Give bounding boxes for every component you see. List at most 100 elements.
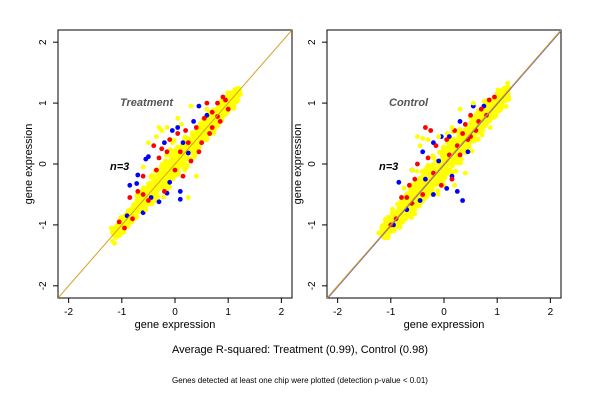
data-point-blue — [481, 103, 487, 109]
data-point-blue — [460, 198, 465, 203]
data-point-yellow-core — [215, 105, 221, 111]
data-point-red — [162, 189, 167, 194]
data-point-yellow-core — [409, 215, 414, 220]
x-tick-label: 2 — [279, 307, 285, 318]
data-point-yellow-core — [126, 222, 131, 228]
data-point-yellow-core — [170, 160, 176, 166]
data-point-red — [116, 219, 122, 225]
data-point-yellow-core — [503, 104, 509, 109]
data-point-yellow-core — [230, 101, 236, 107]
plot-area — [58, 30, 292, 298]
data-point-red — [164, 149, 170, 155]
data-point-yellow — [417, 143, 423, 149]
reference-line — [58, 30, 292, 298]
data-point-yellow-core — [168, 147, 173, 153]
x-axis-label: gene expression — [135, 319, 216, 331]
data-point-blue — [444, 186, 450, 191]
data-point-red — [425, 155, 431, 161]
sample-count: n=3 — [379, 161, 398, 173]
data-point-yellow-core — [487, 125, 493, 130]
data-point-yellow-core — [452, 159, 458, 165]
data-point-yellow-core — [414, 168, 420, 174]
data-point-red — [209, 109, 215, 115]
data-point-yellow-core — [446, 145, 452, 150]
data-point-red — [140, 173, 146, 179]
data-point-yellow — [415, 134, 420, 140]
data-point-yellow — [185, 195, 191, 200]
panel-label: Treatment — [120, 97, 174, 109]
data-point-yellow — [452, 182, 457, 188]
data-point-yellow — [159, 128, 165, 133]
data-point-red — [151, 143, 157, 149]
panel-treatment: -2 -1 0 1 2 -2 -1 0 1 2 gene expression gene expres… — [23, 29, 293, 331]
data-point-yellow-core — [429, 182, 435, 188]
data-point-yellow-core — [135, 207, 141, 213]
data-point-yellow-core — [480, 128, 485, 134]
y-axis-label: gene expression — [23, 124, 35, 205]
data-point-yellow-core — [177, 159, 183, 165]
data-point-red — [193, 125, 199, 130]
y-tick-label: 2 — [307, 39, 318, 45]
data-point-yellow-core — [117, 230, 123, 236]
data-point-yellow-core — [503, 85, 508, 91]
data-point-red — [204, 100, 210, 106]
y-tick-label: 2 — [38, 39, 49, 45]
data-point-yellow-core — [154, 179, 160, 185]
data-point-yellow-core — [457, 126, 463, 132]
data-point-red — [177, 149, 183, 155]
data-point-blue — [465, 149, 471, 155]
data-point-blue — [191, 119, 197, 124]
data-point-blue — [180, 140, 186, 146]
y-tick-label: -2 — [307, 281, 318, 290]
data-point-red — [438, 182, 444, 188]
data-point-blue — [177, 189, 183, 194]
data-point-yellow-core — [199, 135, 204, 141]
data-point-red — [183, 128, 189, 133]
data-point-red — [188, 158, 194, 164]
data-point-red — [207, 131, 213, 136]
series-yellow — [138, 103, 210, 213]
data-point-yellow — [179, 122, 184, 127]
data-point-yellow-core — [383, 223, 388, 229]
data-point-yellow — [175, 115, 181, 121]
data-point-yellow-core — [235, 87, 241, 93]
data-point-yellow-core — [416, 183, 422, 188]
data-point-yellow-core — [204, 137, 210, 143]
data-point-yellow — [412, 204, 418, 210]
data-point-red — [407, 182, 412, 188]
data-point-blue — [167, 179, 173, 185]
data-point-yellow-core — [430, 166, 435, 172]
scatter-plots: -2 -1 0 1 2 -2 -1 0 1 2 gene expression gene expres… — [23, 29, 562, 331]
data-point-yellow-core — [472, 136, 478, 142]
data-point-red — [404, 195, 410, 200]
data-point-yellow — [154, 134, 159, 140]
data-point-yellow-core — [395, 210, 401, 216]
data-point-red — [127, 195, 133, 200]
data-point-yellow-core — [444, 167, 450, 172]
data-point-yellow-core — [440, 145, 446, 150]
data-point-blue — [436, 158, 442, 164]
data-point-red — [215, 100, 220, 106]
data-point-red — [215, 114, 220, 119]
data-point-yellow — [470, 100, 476, 106]
data-point-yellow-core — [497, 107, 503, 113]
data-point-blue — [457, 119, 463, 124]
data-point-yellow — [420, 136, 426, 141]
data-point-yellow-core — [155, 194, 161, 200]
data-point-blue — [156, 199, 162, 205]
y-tick-label: 0 — [307, 161, 318, 167]
data-point-yellow-core — [159, 178, 164, 184]
x-tick-label: 1 — [225, 307, 231, 318]
data-point-yellow — [140, 164, 146, 170]
data-point-yellow-core — [420, 179, 425, 185]
data-point-yellow-core — [426, 173, 432, 179]
data-point-red — [201, 115, 207, 121]
data-point-yellow-core — [443, 154, 448, 159]
data-point-yellow — [462, 170, 468, 176]
data-point-yellow-core — [469, 148, 475, 154]
data-point-yellow-core — [162, 172, 167, 178]
data-point-yellow-core — [481, 124, 487, 129]
data-point-yellow-core — [470, 117, 476, 123]
data-point-red — [225, 106, 231, 112]
data-point-yellow-core — [439, 178, 445, 184]
